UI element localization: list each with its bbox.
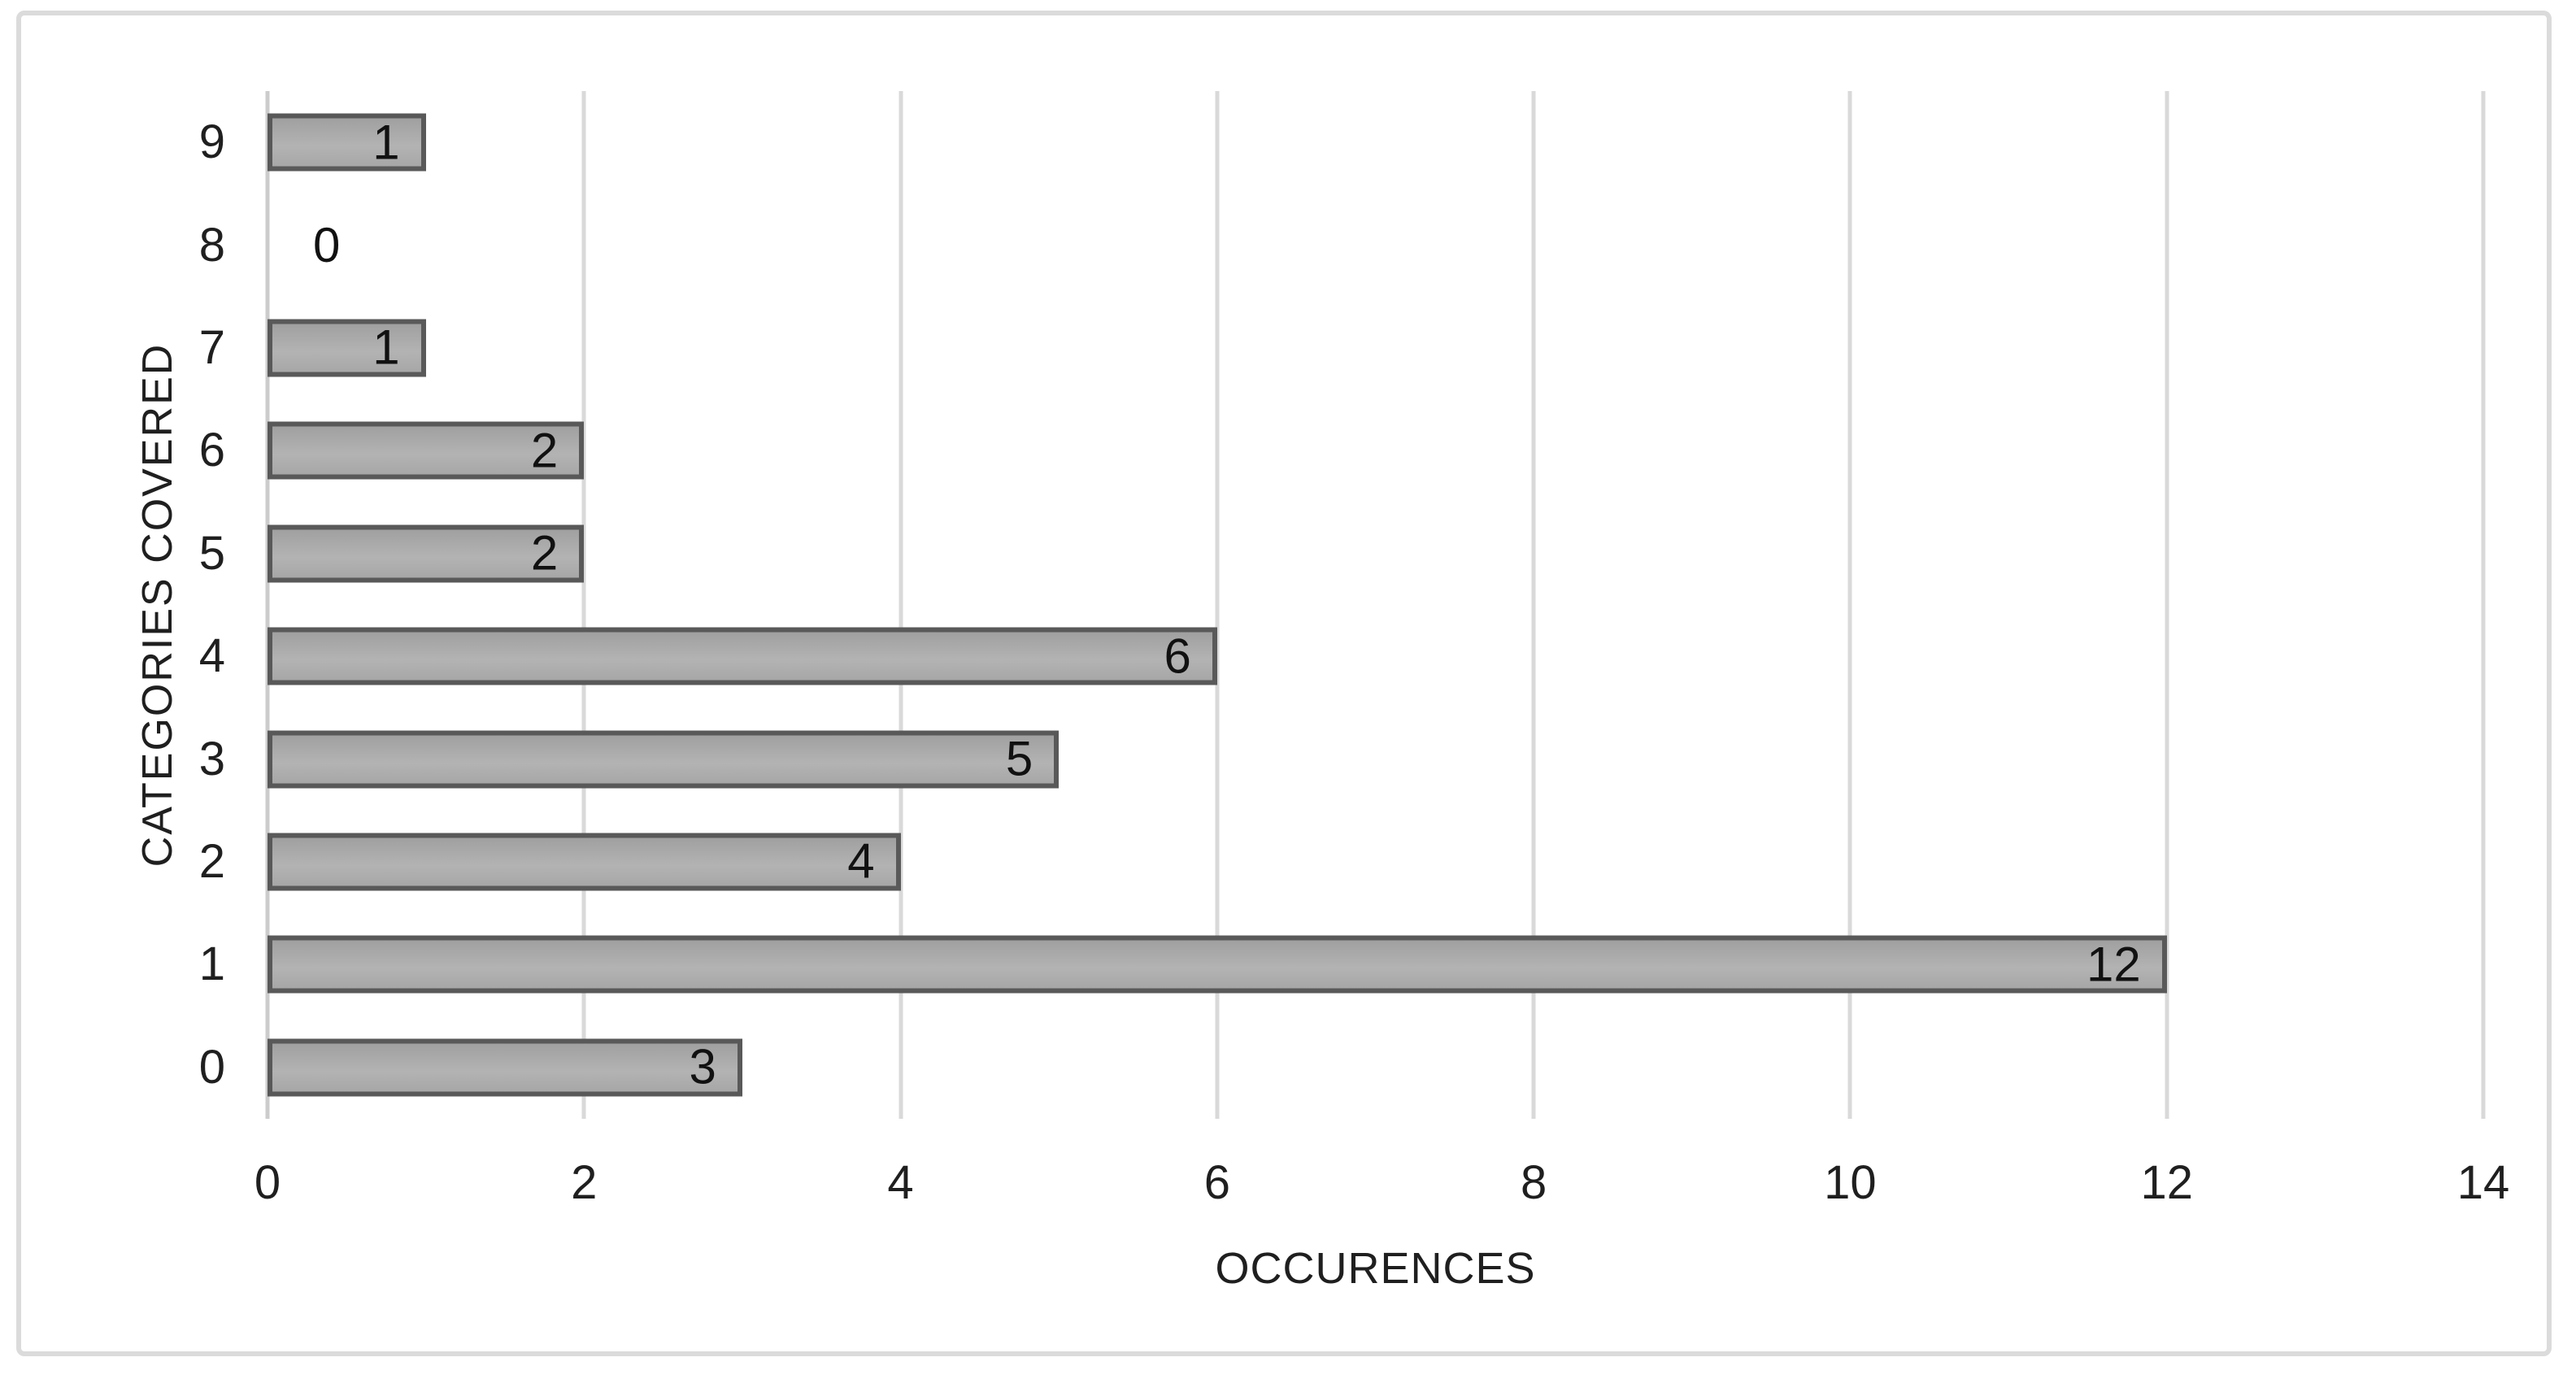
chart-frame: CATEGORIES COVERED 9 1 8 0 7 1 6 2 5 2 4 6 3 5 2 4 1 12 0 3…	[16, 11, 2552, 1356]
x-tick-label-14: 14	[2456, 1156, 2510, 1209]
data-label-category-2: 4	[847, 833, 875, 889]
bar-row-category-1: 1 12	[199, 913, 2483, 1016]
x-tick-label-10: 10	[1824, 1156, 1877, 1209]
x-tick-label-6: 6	[1203, 1156, 1230, 1209]
y-tick-label-4: 4	[198, 629, 225, 683]
data-label-category-9: 1	[372, 115, 400, 170]
bar-category-3: 5	[268, 730, 1060, 789]
bars-container: 9 1 8 0 7 1 6 2 5 2 4 6 3 5 2 4 1 12 0 3	[199, 91, 2483, 1119]
y-tick-label-3: 3	[198, 732, 225, 785]
data-label-category-7: 1	[372, 320, 400, 375]
gridline-x4	[899, 91, 903, 1119]
bar-category-7: 1	[268, 319, 426, 377]
bar-category-4: 6	[268, 627, 1217, 685]
gridline-x6	[1215, 91, 1220, 1119]
data-label-category-3: 5	[1005, 731, 1033, 786]
gridline-x14	[2481, 91, 2486, 1119]
bar-category-2: 4	[268, 833, 901, 891]
gridline-x8	[1531, 91, 1536, 1119]
data-label-category-8: 0	[313, 217, 341, 272]
gridline-x10	[1847, 91, 1852, 1119]
y-tick-label-7: 7	[198, 320, 225, 374]
y-tick-label-0: 0	[198, 1040, 225, 1094]
data-label-category-0: 3	[689, 1039, 716, 1094]
x-tick-label-8: 8	[1521, 1156, 1547, 1209]
y-tick-label-5: 5	[198, 526, 225, 580]
gridline-x12	[2165, 91, 2169, 1119]
bar-category-1: 12	[268, 935, 2167, 994]
y-axis-line	[265, 91, 270, 1119]
x-tick-label-12: 12	[2140, 1156, 2193, 1209]
bar-category-5: 2	[268, 524, 585, 583]
y-tick-label-2: 2	[198, 834, 225, 888]
x-tick-label-0: 0	[254, 1156, 281, 1209]
x-tick-label-2: 2	[571, 1156, 598, 1209]
plot-area: 9 1 8 0 7 1 6 2 5 2 4 6 3 5 2 4 1 12 0 3	[199, 91, 2486, 1119]
x-axis-title: OCCURENCES	[1215, 1244, 1536, 1293]
bar-category-6: 2	[268, 421, 585, 480]
y-tick-label-1: 1	[198, 937, 225, 991]
data-label-category-1: 12	[2086, 937, 2141, 992]
x-tick-label-4: 4	[887, 1156, 914, 1209]
data-label-category-4: 6	[1164, 629, 1191, 684]
y-tick-label-9: 9	[198, 115, 225, 169]
gridline-x2	[581, 91, 586, 1119]
data-label-category-6: 2	[530, 423, 559, 478]
x-axis-tick-labels: 0 2 4 6 8 10 12 14	[255, 1156, 2509, 1222]
data-label-category-5: 2	[530, 525, 559, 581]
y-tick-label-6: 6	[198, 424, 225, 477]
y-axis-title: CATEGORIES COVERED	[134, 342, 181, 868]
bar-category-0: 3	[268, 1038, 742, 1097]
bar-category-9: 1	[268, 113, 426, 172]
y-tick-label-8: 8	[198, 218, 225, 272]
